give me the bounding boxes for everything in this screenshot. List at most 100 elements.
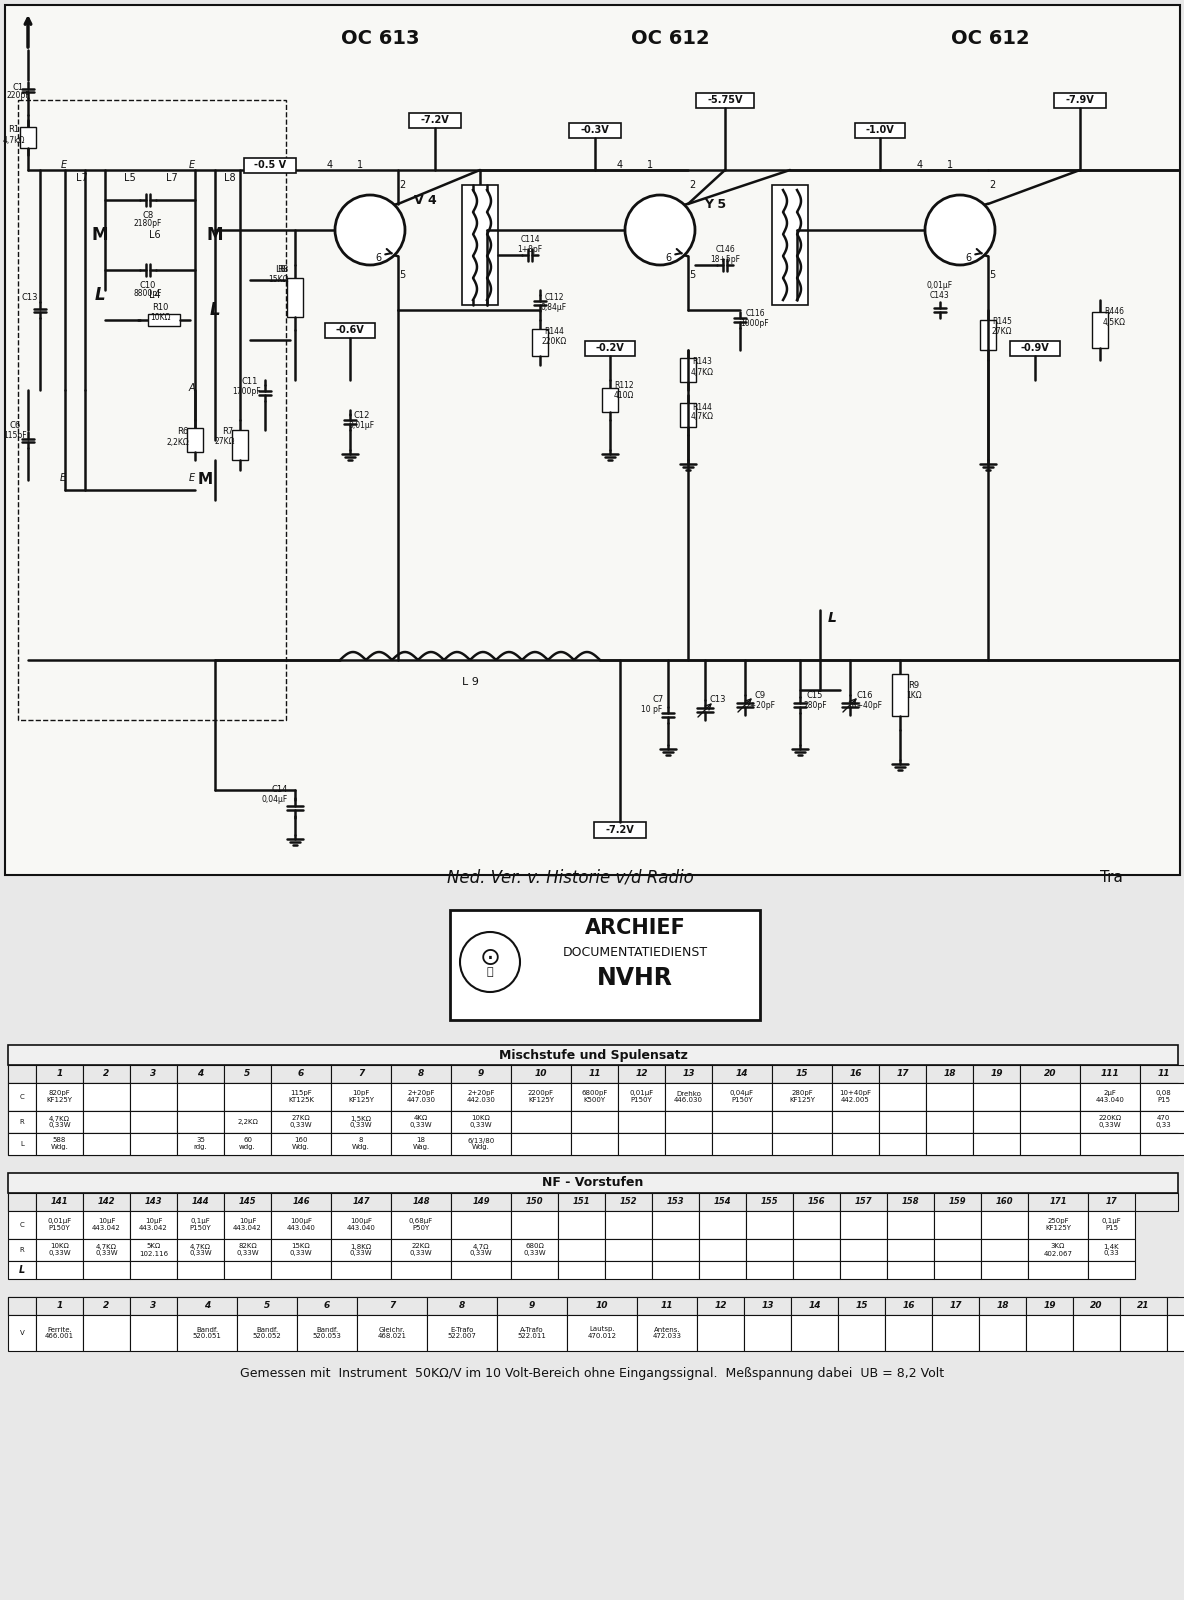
Bar — [8, 1133, 36, 1155]
Text: 18: 18 — [996, 1301, 1009, 1310]
Text: R1: R1 — [8, 125, 20, 134]
Bar — [271, 1194, 332, 1211]
Bar — [982, 1194, 1028, 1211]
Bar — [697, 1298, 744, 1315]
Bar — [570, 123, 620, 138]
Bar — [1080, 1083, 1140, 1110]
Bar — [1028, 1238, 1088, 1261]
Bar — [297, 1298, 358, 1315]
Text: Mischstufe und Spulensatz: Mischstufe und Spulensatz — [498, 1048, 688, 1061]
Bar — [1010, 341, 1060, 355]
Text: 158: 158 — [902, 1197, 919, 1206]
Text: 15: 15 — [855, 1301, 868, 1310]
Text: 1,8KΩ
0,33W: 1,8KΩ 0,33W — [349, 1243, 372, 1256]
Text: R8: R8 — [277, 266, 289, 275]
Bar — [1019, 1133, 1080, 1155]
Text: 250pF
KF125Y: 250pF KF125Y — [1045, 1219, 1072, 1232]
Bar — [887, 1211, 934, 1238]
Text: A: A — [188, 382, 195, 394]
Bar — [926, 1083, 973, 1110]
Bar — [8, 1133, 1178, 1155]
Bar — [427, 1298, 497, 1315]
Text: C143: C143 — [931, 291, 950, 299]
Text: R: R — [20, 1246, 25, 1253]
Text: 145: 145 — [239, 1197, 256, 1206]
Bar — [665, 1083, 712, 1110]
Text: 160: 160 — [996, 1197, 1014, 1206]
Text: C: C — [20, 1094, 25, 1101]
Text: 4,7Ω
0,33W: 4,7Ω 0,33W — [470, 1243, 493, 1256]
Text: R10: R10 — [152, 304, 168, 312]
Bar — [892, 674, 908, 717]
Bar — [699, 1238, 746, 1261]
Text: 160
Wdg.: 160 Wdg. — [292, 1138, 310, 1150]
Bar — [450, 910, 760, 1021]
Bar — [744, 1298, 791, 1315]
Text: M: M — [207, 226, 224, 243]
Text: 7: 7 — [388, 1301, 395, 1310]
Text: L4: L4 — [149, 290, 161, 301]
Text: -0.6V: -0.6V — [335, 325, 365, 334]
Bar — [712, 1083, 772, 1110]
Text: Drehko
446.030: Drehko 446.030 — [674, 1091, 703, 1104]
Bar — [926, 1110, 973, 1133]
Bar — [884, 1298, 932, 1315]
Bar — [605, 1194, 652, 1211]
Bar — [772, 1083, 832, 1110]
Bar — [224, 1194, 271, 1211]
Text: 147: 147 — [352, 1197, 369, 1206]
Text: C8: C8 — [142, 211, 154, 219]
Bar — [746, 1261, 793, 1278]
Text: 1: 1 — [646, 160, 654, 170]
Text: R446: R446 — [1103, 307, 1124, 317]
Text: 4,7KΩ: 4,7KΩ — [690, 368, 714, 376]
Text: C112: C112 — [545, 293, 564, 301]
Text: 14: 14 — [809, 1301, 821, 1310]
Text: 0,08
P15: 0,08 P15 — [1156, 1091, 1171, 1104]
Bar — [665, 1066, 712, 1083]
Circle shape — [925, 195, 995, 266]
Bar — [887, 1194, 934, 1211]
Bar — [232, 430, 247, 461]
Text: E: E — [60, 160, 67, 170]
Bar — [224, 1066, 271, 1083]
Text: 27KΩ: 27KΩ — [214, 437, 236, 446]
Bar — [511, 1110, 571, 1133]
Text: 2: 2 — [103, 1069, 110, 1078]
Bar — [594, 822, 646, 838]
Bar — [8, 1173, 1178, 1194]
Bar — [1140, 1066, 1184, 1083]
Text: Bandf.
520.053: Bandf. 520.053 — [313, 1326, 341, 1339]
Text: 11: 11 — [588, 1069, 600, 1078]
Bar — [605, 1261, 652, 1278]
Bar — [83, 1211, 130, 1238]
Text: Bandf.
520.051: Bandf. 520.051 — [193, 1326, 221, 1339]
Bar — [224, 1261, 271, 1278]
Bar — [652, 1238, 699, 1261]
Bar — [8, 1194, 36, 1211]
Bar — [36, 1315, 83, 1350]
Text: 13: 13 — [761, 1301, 774, 1310]
Text: Ferrite.
466.001: Ferrite. 466.001 — [45, 1326, 75, 1339]
Bar — [926, 1133, 973, 1155]
Text: -0.2V: -0.2V — [596, 342, 624, 354]
Bar — [712, 1110, 772, 1133]
Bar — [83, 1133, 130, 1155]
Text: 0,01μF
P150Y: 0,01μF P150Y — [47, 1219, 71, 1232]
Text: 470
0,33: 470 0,33 — [1156, 1115, 1171, 1128]
Bar — [772, 1133, 832, 1155]
Bar — [746, 1211, 793, 1238]
Text: 35
rdg.: 35 rdg. — [194, 1138, 207, 1150]
Text: 220KΩ
0,33W: 220KΩ 0,33W — [1099, 1115, 1121, 1128]
Text: L: L — [19, 1266, 25, 1275]
Text: 6: 6 — [324, 1301, 330, 1310]
Text: 2,2KΩ: 2,2KΩ — [237, 1118, 258, 1125]
Text: 5KΩ
102.116: 5KΩ 102.116 — [139, 1243, 168, 1256]
Text: 5: 5 — [989, 270, 995, 280]
Bar — [1092, 312, 1108, 349]
Text: L 9: L 9 — [462, 677, 478, 686]
Text: 2: 2 — [989, 179, 995, 190]
Text: 10: 10 — [535, 1069, 547, 1078]
Text: -5.75V: -5.75V — [707, 94, 742, 106]
Bar — [271, 1066, 332, 1083]
